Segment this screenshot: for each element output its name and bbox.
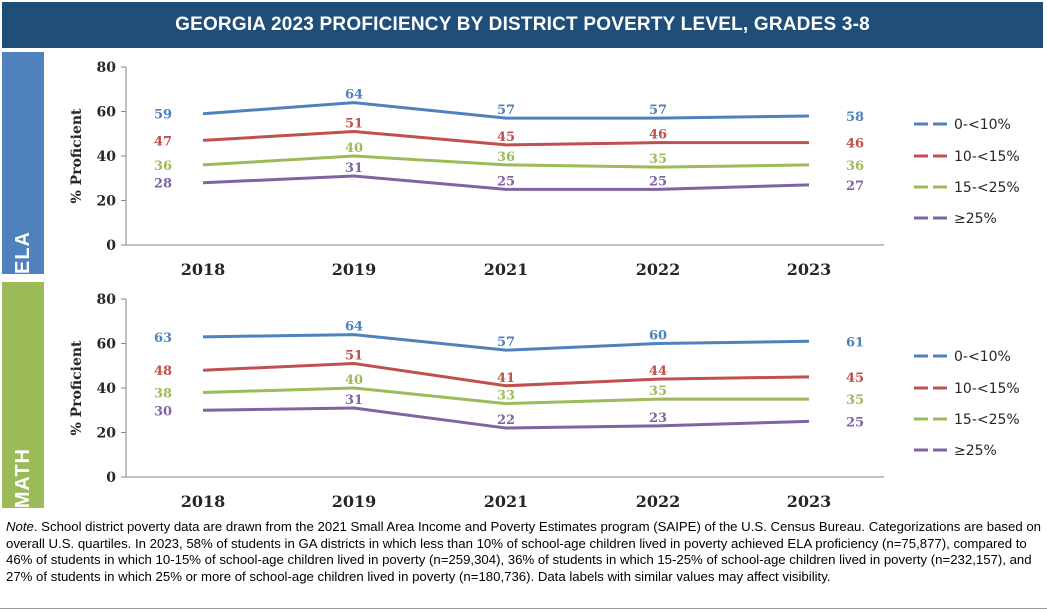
x-tick-label: 2023 [787,492,832,511]
chart-note: Note. School district poverty data are d… [6,519,1041,585]
data-label: 25 [649,174,667,189]
data-label: 60 [649,329,667,344]
math-panel-label-text: MATH [11,447,34,508]
data-label: 59 [154,108,172,123]
note-lead: Note [6,519,34,534]
data-label: 64 [345,320,363,335]
y-tick-label: 80 [97,60,117,76]
data-label: 35 [846,393,864,408]
series-line [202,101,810,120]
legend-label: 15-<25% [954,412,1020,428]
x-tick-label: 2022 [636,260,681,279]
x-tick-label: 2022 [636,492,681,511]
legend-label: ≥25% [954,211,997,227]
data-label: 25 [846,415,864,430]
legend-label: ≥25% [954,443,997,459]
data-label: 63 [154,331,172,346]
x-tick-label: 2018 [181,492,226,511]
data-label: 61 [846,335,864,350]
data-label: 31 [345,393,363,408]
legend-label: 15-<25% [954,180,1020,196]
legend-label: 0-<10% [954,117,1011,133]
data-label: 57 [497,103,515,118]
series-line [202,386,809,406]
y-tick-label: 60 [97,105,117,121]
data-label: 27 [846,179,864,194]
data-label: 58 [846,110,864,125]
x-tick-label: 2018 [181,260,226,279]
bottom-divider [0,608,1047,609]
x-tick-label: 2019 [332,260,377,279]
y-tick-label: 0 [106,238,116,254]
ela-panel-label: ELA [2,52,44,274]
series-line [202,154,810,169]
data-label: 44 [649,364,667,379]
data-label: 45 [497,130,515,145]
data-label: 57 [497,335,515,350]
data-label: 22 [497,413,515,428]
y-axis-label: % Proficient [69,108,85,204]
series-line [202,130,809,147]
x-tick-label: 2021 [484,492,529,511]
data-label: 36 [497,150,515,165]
data-label: 31 [345,161,363,176]
series-line [202,362,810,388]
y-tick-label: 0 [106,470,116,486]
data-label: 33 [497,389,515,404]
data-label: 64 [345,88,363,103]
data-label: 41 [497,371,515,386]
data-label: 48 [154,364,172,379]
y-tick-label: 80 [97,292,117,308]
x-tick-label: 2019 [332,492,377,511]
data-label: 38 [154,386,172,401]
data-label: 30 [154,404,172,419]
x-tick-label: 2021 [484,260,529,279]
ela-panel-label-text: ELA [11,231,34,274]
series-line [202,333,810,352]
x-tick-label: 2023 [787,260,832,279]
data-label: 36 [846,159,864,174]
data-label: 51 [345,349,363,364]
data-label: 23 [649,411,667,426]
series-line [202,174,810,191]
note-text: . School district poverty data are drawn… [6,519,1042,584]
data-label: 47 [154,134,172,149]
data-label: 40 [345,373,363,388]
data-label: 35 [649,152,667,167]
series-line [202,406,810,430]
ela-line-chart: 0 20 40 60 80 % Proficient 2018 2019 2021 2022 202… [69,60,1020,279]
data-label: 46 [649,128,667,143]
y-tick-label: 20 [97,426,117,442]
data-label: 40 [345,141,363,156]
legend-label: 0-<10% [954,349,1011,365]
y-axis-label: % Proficient [69,340,85,436]
y-tick-label: 40 [97,149,117,165]
y-tick-label: 20 [97,194,117,210]
legend-label: 10-<15% [954,381,1020,397]
data-label: 28 [154,177,172,192]
y-tick-label: 60 [97,337,117,353]
math-panel-label: MATH [2,282,44,508]
data-label: 46 [846,137,864,152]
math-line-chart: 0 20 40 60 80 % Proficient 2018 2019 2021 2022 202… [69,292,1020,511]
data-label: 36 [154,159,172,174]
y-tick-label: 40 [97,381,117,397]
data-label: 57 [649,103,667,118]
data-label: 35 [649,384,667,399]
legend-label: 10-<15% [954,149,1020,165]
data-label: 25 [497,174,515,189]
data-label: 45 [846,371,864,386]
chart-title: GEORGIA 2023 PROFICIENCY BY DISTRICT POV… [2,2,1043,48]
data-label: 51 [345,117,363,132]
